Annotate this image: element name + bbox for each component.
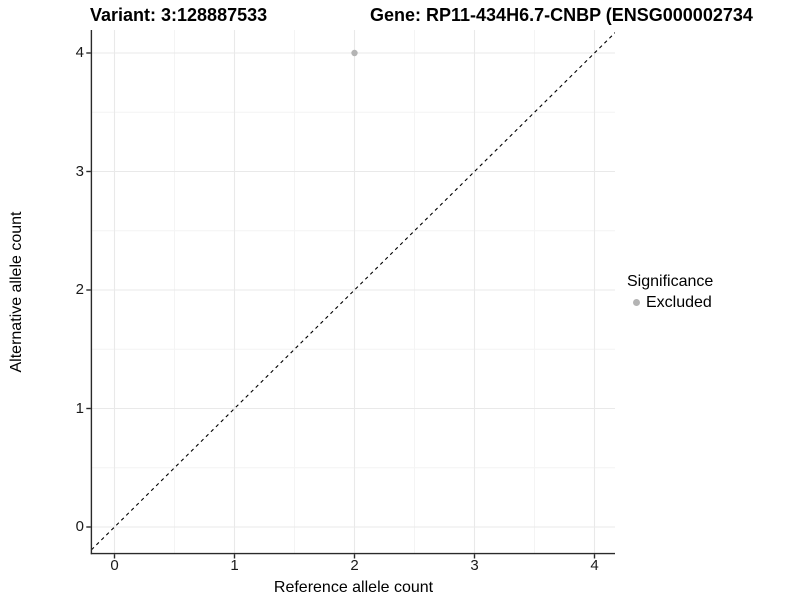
excluded-point-icon [633,299,640,306]
y-tick-label: 3 [75,162,84,180]
x-tick-label: 2 [350,557,359,574]
x-tick-label: 1 [230,557,239,574]
x-tick-label: 4 [590,557,599,574]
identity-line [92,31,615,550]
data-point [351,49,358,57]
legend-item: Excluded [633,293,713,312]
x-tick-label: 0 [110,557,119,574]
y-axis-title: Alternative allele count [8,211,25,373]
variant-title: Variant: 3:128887533 [90,5,268,25]
y-tick-label: 1 [75,399,84,417]
legend: Significance Excluded [627,272,713,312]
legend-title: Significance [627,273,714,290]
gene-title: Gene: RP11-434H6.7-CNBP (ENSG000002734 [370,5,753,25]
x-tick-label: 3 [470,557,479,574]
y-tick-label: 4 [75,44,84,61]
x-axis-title: Reference allele count [273,579,434,596]
legend-item-label: Excluded [646,294,712,311]
y-tick-label: 2 [75,281,84,298]
y-tick-label: 0 [75,518,84,535]
